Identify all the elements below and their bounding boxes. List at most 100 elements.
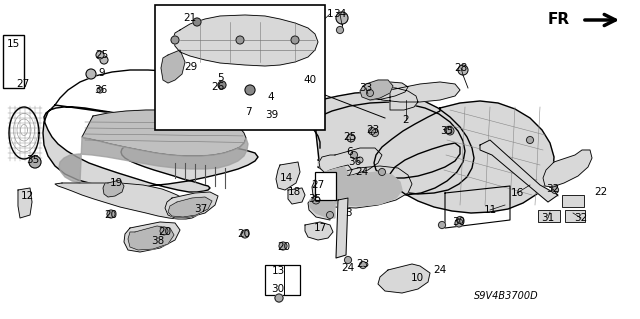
Polygon shape bbox=[124, 222, 180, 252]
Circle shape bbox=[446, 127, 454, 135]
Polygon shape bbox=[128, 226, 174, 250]
Polygon shape bbox=[480, 140, 558, 202]
Text: 13: 13 bbox=[271, 266, 285, 276]
Circle shape bbox=[241, 230, 249, 238]
Circle shape bbox=[378, 168, 385, 175]
Polygon shape bbox=[316, 92, 474, 195]
Circle shape bbox=[291, 36, 299, 44]
Text: 20: 20 bbox=[277, 242, 291, 252]
Circle shape bbox=[218, 81, 226, 89]
Polygon shape bbox=[168, 197, 212, 217]
Circle shape bbox=[245, 85, 255, 95]
Text: 7: 7 bbox=[244, 107, 252, 117]
Bar bbox=[315, 172, 336, 200]
Text: 5: 5 bbox=[217, 73, 223, 83]
Text: 32: 32 bbox=[574, 213, 588, 223]
Polygon shape bbox=[336, 198, 348, 258]
Polygon shape bbox=[43, 105, 258, 192]
Polygon shape bbox=[165, 192, 218, 218]
Polygon shape bbox=[82, 110, 246, 156]
Text: 11: 11 bbox=[483, 205, 497, 215]
Bar bbox=[265, 265, 300, 295]
Text: 14: 14 bbox=[280, 173, 292, 183]
Text: 33: 33 bbox=[360, 83, 372, 93]
Text: 32: 32 bbox=[547, 184, 559, 194]
Text: FR: FR bbox=[548, 12, 570, 27]
Circle shape bbox=[97, 87, 103, 93]
Text: 35: 35 bbox=[440, 126, 454, 136]
Polygon shape bbox=[161, 50, 185, 83]
Circle shape bbox=[29, 156, 41, 168]
Text: 20: 20 bbox=[159, 227, 172, 237]
Text: 27: 27 bbox=[17, 79, 29, 89]
Text: 30: 30 bbox=[452, 217, 465, 227]
Text: 39: 39 bbox=[266, 110, 278, 120]
Bar bbox=[562, 195, 584, 207]
Polygon shape bbox=[18, 188, 32, 218]
Text: 29: 29 bbox=[184, 62, 198, 72]
Text: 25: 25 bbox=[95, 50, 109, 60]
Text: S9V4B3700D: S9V4B3700D bbox=[474, 291, 538, 301]
Bar bbox=[565, 210, 585, 222]
Text: 30: 30 bbox=[271, 284, 285, 294]
Text: 36: 36 bbox=[94, 85, 108, 95]
Text: 34: 34 bbox=[333, 9, 347, 19]
Text: 31: 31 bbox=[541, 213, 555, 223]
Circle shape bbox=[357, 157, 363, 163]
Text: 36: 36 bbox=[348, 157, 362, 167]
Text: 12: 12 bbox=[20, 191, 34, 201]
Polygon shape bbox=[55, 183, 198, 219]
Circle shape bbox=[275, 294, 283, 302]
Text: 21: 21 bbox=[184, 13, 196, 23]
Circle shape bbox=[326, 211, 333, 219]
Text: 9: 9 bbox=[99, 68, 106, 78]
Polygon shape bbox=[276, 162, 300, 190]
Circle shape bbox=[347, 134, 355, 142]
Circle shape bbox=[279, 242, 287, 250]
Polygon shape bbox=[360, 80, 393, 100]
Circle shape bbox=[344, 256, 351, 263]
Text: 16: 16 bbox=[510, 188, 524, 198]
Circle shape bbox=[552, 187, 559, 194]
Text: 17: 17 bbox=[314, 223, 326, 233]
Text: 10: 10 bbox=[410, 273, 424, 283]
Polygon shape bbox=[310, 167, 402, 218]
Text: 28: 28 bbox=[454, 63, 468, 73]
Circle shape bbox=[275, 294, 283, 302]
Polygon shape bbox=[173, 15, 318, 66]
Circle shape bbox=[371, 130, 378, 137]
Circle shape bbox=[369, 128, 376, 135]
Polygon shape bbox=[103, 180, 124, 197]
Circle shape bbox=[438, 221, 445, 228]
Text: 19: 19 bbox=[109, 178, 123, 188]
Polygon shape bbox=[374, 101, 554, 213]
Text: 6: 6 bbox=[347, 147, 353, 157]
Text: 27: 27 bbox=[312, 180, 324, 190]
Text: 23: 23 bbox=[356, 259, 370, 269]
Circle shape bbox=[458, 65, 468, 75]
Text: 25: 25 bbox=[344, 132, 356, 142]
Polygon shape bbox=[59, 137, 248, 183]
Text: 4: 4 bbox=[268, 92, 275, 102]
Circle shape bbox=[367, 90, 374, 97]
Polygon shape bbox=[308, 165, 412, 220]
Circle shape bbox=[337, 26, 344, 33]
Text: 22: 22 bbox=[595, 187, 607, 197]
Text: 1: 1 bbox=[326, 9, 333, 19]
Circle shape bbox=[360, 262, 367, 269]
Text: 37: 37 bbox=[195, 204, 207, 214]
Text: 40: 40 bbox=[303, 75, 317, 85]
Circle shape bbox=[171, 36, 179, 44]
Circle shape bbox=[107, 210, 115, 218]
Circle shape bbox=[456, 217, 463, 224]
Circle shape bbox=[312, 196, 320, 204]
Circle shape bbox=[96, 51, 104, 59]
Circle shape bbox=[336, 12, 348, 24]
Text: 24: 24 bbox=[341, 263, 355, 273]
Circle shape bbox=[527, 137, 534, 144]
Circle shape bbox=[100, 56, 108, 64]
Text: 2: 2 bbox=[403, 115, 410, 125]
Text: 23: 23 bbox=[366, 125, 380, 135]
Text: 26: 26 bbox=[211, 82, 225, 92]
Bar bbox=[3, 35, 24, 88]
